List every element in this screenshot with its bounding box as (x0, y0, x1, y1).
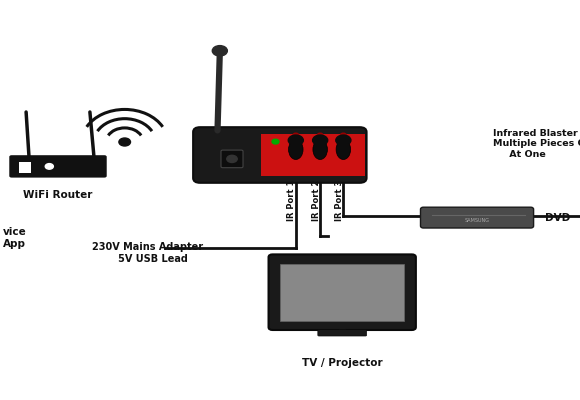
Circle shape (227, 155, 237, 162)
FancyBboxPatch shape (420, 207, 534, 228)
Text: SAMSUNG: SAMSUNG (465, 218, 490, 224)
Circle shape (293, 133, 299, 137)
Circle shape (336, 135, 351, 146)
Text: IR Port 1: IR Port 1 (287, 179, 296, 221)
Text: DVD: DVD (545, 213, 571, 222)
Text: IR Port 2: IR Port 2 (311, 179, 321, 221)
Bar (260, 134, 365, 176)
Circle shape (45, 164, 53, 169)
Circle shape (340, 133, 346, 137)
Circle shape (317, 133, 323, 137)
Circle shape (119, 138, 130, 146)
Ellipse shape (289, 140, 303, 160)
Ellipse shape (313, 140, 327, 160)
FancyBboxPatch shape (269, 254, 416, 330)
Circle shape (212, 46, 227, 56)
Bar (19, 162, 31, 173)
Text: WiFi Router: WiFi Router (23, 190, 93, 200)
Circle shape (288, 135, 303, 146)
FancyBboxPatch shape (193, 127, 367, 183)
Text: TV / Projector: TV / Projector (302, 358, 383, 368)
Ellipse shape (336, 140, 350, 160)
FancyBboxPatch shape (221, 150, 243, 168)
Circle shape (313, 135, 328, 146)
Text: Infrared Blaster
Multiple Pieces C
     At One: Infrared Blaster Multiple Pieces C At On… (493, 129, 580, 159)
Text: 230V Mains Adapter
   5V USB Lead: 230V Mains Adapter 5V USB Lead (92, 242, 204, 264)
Bar (280, 264, 404, 321)
Circle shape (272, 139, 279, 144)
Text: IR Port 3: IR Port 3 (335, 179, 344, 221)
FancyBboxPatch shape (9, 155, 107, 178)
Text: vice
App: vice App (3, 227, 27, 249)
FancyBboxPatch shape (318, 330, 367, 336)
